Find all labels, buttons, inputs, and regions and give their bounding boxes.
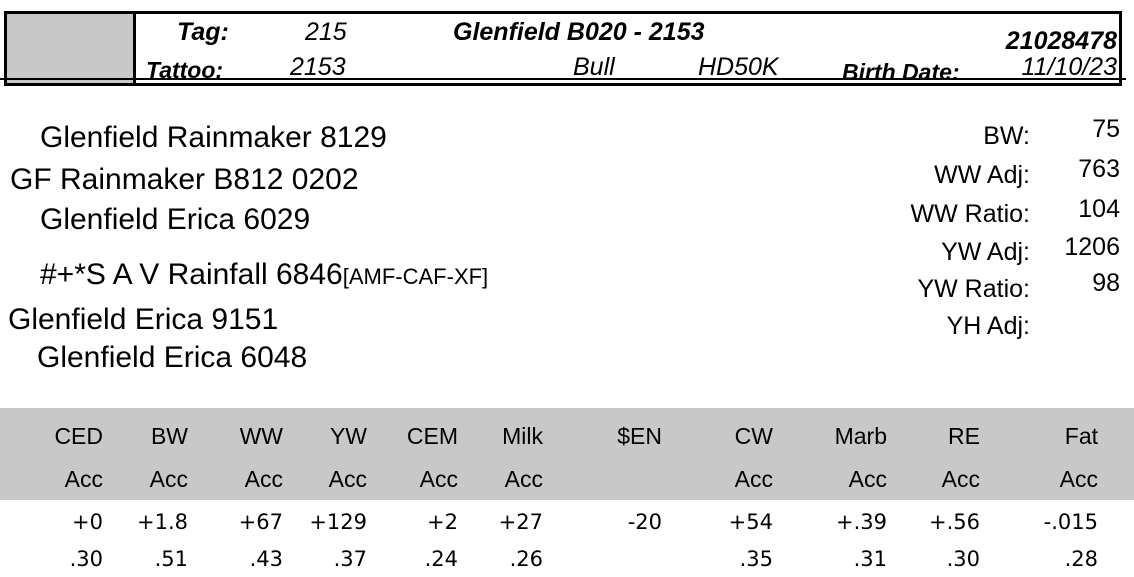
- weight-value-yw-adj: 1206: [1064, 233, 1120, 261]
- animal-name: Glenfield B020 - 2153: [453, 18, 705, 46]
- birth-date: 11/10/23: [1021, 53, 1117, 81]
- epd-acc-label-ced: Acc: [64, 466, 103, 492]
- photo-placeholder: [7, 14, 136, 83]
- epd-value-bw: +1.8: [137, 510, 188, 534]
- epd-trait-yw: YW: [329, 423, 367, 449]
- weight-label-yw-adj: YW Adj:: [941, 238, 1030, 266]
- epd-value-en: -20: [627, 510, 662, 534]
- dam-dam: Glenfield Erica 6048: [37, 341, 308, 374]
- sire-sire: Glenfield Rainmaker 8129: [40, 121, 387, 154]
- dam-sire: #+*S A V Rainfall 6846[AMF-CAF-XF]: [40, 260, 488, 290]
- epd-trait-cem: CEM: [406, 423, 458, 449]
- epd-header-band: [0, 408, 1134, 500]
- epd-value-ced: +0: [72, 510, 103, 534]
- epd-accuracy-re: .30: [946, 547, 980, 571]
- sex: Bull: [573, 53, 615, 81]
- dam-sire-name: #+*S A V Rainfall 6846: [40, 258, 343, 291]
- dam-sire-codes: [AMF-CAF-XF]: [342, 264, 489, 289]
- tattoo-value: 2153: [290, 53, 346, 81]
- epd-value-re: +.56: [929, 510, 980, 534]
- epd-trait-cw: CW: [734, 423, 773, 449]
- epd-acc-label-marb: Acc: [848, 466, 887, 492]
- weight-label-bw: BW:: [983, 122, 1030, 150]
- sire-dam: Glenfield Erica 6029: [40, 203, 311, 236]
- header-box: [4, 11, 1122, 86]
- tattoo-label: Tattoo:: [146, 57, 224, 83]
- weight-value-ww-ratio: 104: [1078, 195, 1120, 223]
- epd-value-cem: +2: [427, 510, 458, 534]
- tag-label: Tag:: [177, 18, 229, 46]
- tag-value: 215: [305, 18, 347, 46]
- epd-trait-ced: CED: [54, 423, 103, 449]
- weight-value-ww-adj: 763: [1078, 155, 1120, 183]
- epd-value-yw: +129: [309, 510, 367, 534]
- epd-acc-label-cw: Acc: [734, 466, 773, 492]
- epd-trait-bw: BW: [150, 423, 188, 449]
- epd-value-ww: +67: [238, 510, 283, 534]
- epd-trait-fat: Fat: [1064, 423, 1098, 449]
- genomic-test: HD50K: [698, 53, 779, 81]
- epd-acc-label-milk: Acc: [504, 466, 543, 492]
- weight-value-yw-ratio: 98: [1092, 269, 1120, 297]
- sire: GF Rainmaker B812 0202: [10, 163, 359, 196]
- epd-trait-re: RE: [948, 423, 980, 449]
- epd-acc-label-fat: Acc: [1059, 466, 1098, 492]
- epd-value-fat: -.015: [1043, 510, 1098, 534]
- epd-trait-milk: Milk: [502, 423, 543, 449]
- weight-label-ww-ratio: WW Ratio:: [910, 200, 1030, 228]
- epd-value-milk: +27: [498, 510, 543, 534]
- weight-label-yw-ratio: YW Ratio:: [917, 275, 1030, 303]
- epd-accuracy-cw: .35: [739, 547, 773, 571]
- epd-value-cw: +54: [728, 510, 773, 534]
- epd-acc-label-ww: Acc: [244, 466, 283, 492]
- weight-label-ww-adj: WW Adj:: [934, 161, 1030, 189]
- epd-accuracy-ww: .43: [249, 547, 283, 571]
- epd-accuracy-ced: .30: [69, 547, 103, 571]
- weight-label-yh-adj: YH Adj:: [946, 312, 1030, 340]
- epd-accuracy-milk: .26: [509, 547, 543, 571]
- epd-trait-en: $EN: [617, 423, 662, 449]
- epd-accuracy-marb: .31: [853, 547, 887, 571]
- dam: Glenfield Erica 9151: [8, 303, 279, 336]
- epd-trait-marb: Marb: [834, 423, 887, 449]
- epd-acc-label-cem: Acc: [419, 466, 458, 492]
- epd-acc-label-yw: Acc: [328, 466, 367, 492]
- epd-accuracy-yw: .37: [333, 547, 367, 571]
- birth-date-label: Birth Date:: [842, 59, 960, 85]
- registration-number: 21028478: [1005, 27, 1117, 55]
- weight-value-bw: 75: [1092, 115, 1120, 143]
- epd-accuracy-cem: .24: [424, 547, 458, 571]
- epd-value-marb: +.39: [836, 510, 887, 534]
- epd-accuracy-fat: .28: [1064, 547, 1098, 571]
- epd-acc-label-re: Acc: [941, 466, 980, 492]
- epd-acc-label-bw: Acc: [149, 466, 188, 492]
- epd-accuracy-bw: .51: [154, 547, 188, 571]
- epd-trait-ww: WW: [239, 423, 283, 449]
- header-divider: [0, 78, 1126, 80]
